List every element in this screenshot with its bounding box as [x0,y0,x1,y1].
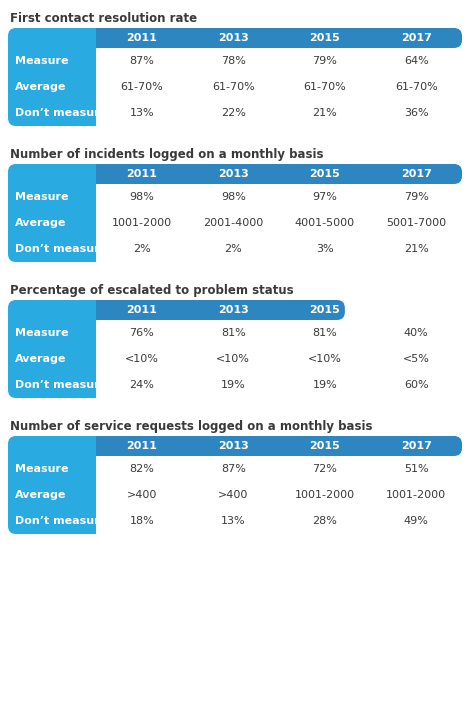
Bar [52,436,96,534]
Text: Average: Average [15,82,66,92]
Text: 2017: 2017 [401,441,431,451]
Text: 61-70%: 61-70% [212,82,255,92]
Text: Number of incidents logged on a monthly basis: Number of incidents logged on a monthly … [10,148,323,161]
Text: Don’t measure: Don’t measure [15,244,107,254]
FancyBboxPatch shape [96,28,462,48]
Text: 2015: 2015 [309,169,340,179]
FancyBboxPatch shape [8,300,96,398]
Text: 3%: 3% [316,244,334,254]
Text: 13%: 13% [221,516,245,526]
FancyBboxPatch shape [8,28,96,126]
Text: 64%: 64% [404,56,429,66]
Bar [96,436,279,456]
Bar [96,164,279,184]
Text: 2013: 2013 [218,441,249,451]
Text: >400: >400 [218,490,249,500]
Text: >400: >400 [126,490,157,500]
Text: 79%: 79% [404,192,429,202]
Text: 2017: 2017 [401,305,431,315]
Text: 82%: 82% [129,464,154,474]
Text: Measure: Measure [15,328,69,338]
FancyBboxPatch shape [8,164,96,262]
Text: <10%: <10% [308,354,342,364]
Bar [52,164,96,262]
Text: 49%: 49% [404,516,429,526]
Text: 36%: 36% [404,108,429,118]
Text: 5001-7000: 5001-7000 [386,218,446,228]
Bar [96,300,220,320]
Text: 87%: 87% [129,56,154,66]
Text: 1001-2000: 1001-2000 [295,490,355,500]
Text: 2011: 2011 [126,169,157,179]
Text: 61-70%: 61-70% [395,82,438,92]
Text: 19%: 19% [313,380,337,390]
Text: 21%: 21% [404,244,429,254]
Text: <10%: <10% [125,354,159,364]
Text: First contact resolution rate: First contact resolution rate [10,12,197,25]
Text: 1001-2000: 1001-2000 [386,490,446,500]
Text: 18%: 18% [129,516,154,526]
FancyBboxPatch shape [96,300,345,320]
Text: 2017: 2017 [401,169,431,179]
Text: 2017: 2017 [401,33,431,43]
Text: 4001-5000: 4001-5000 [295,218,355,228]
Bar [96,28,279,48]
Text: Measure: Measure [15,464,69,474]
Text: 28%: 28% [312,516,337,526]
Text: Average: Average [15,354,66,364]
Bar [52,28,96,126]
Text: 81%: 81% [313,328,337,338]
Text: Don’t measure: Don’t measure [15,108,107,118]
Text: 2011: 2011 [126,441,157,451]
Text: <5%: <5% [403,354,430,364]
Text: 97%: 97% [312,192,337,202]
Text: 61-70%: 61-70% [303,82,346,92]
Text: Number of service requests logged on a monthly basis: Number of service requests logged on a m… [10,420,373,433]
Text: Don’t measure: Don’t measure [15,516,107,526]
Text: 98%: 98% [129,192,154,202]
Text: 81%: 81% [221,328,246,338]
Text: <10%: <10% [216,354,250,364]
Text: 2%: 2% [133,244,150,254]
Text: 2%: 2% [224,244,242,254]
Text: 79%: 79% [312,56,337,66]
Text: 21%: 21% [313,108,337,118]
Text: 24%: 24% [129,380,154,390]
Text: 61-70%: 61-70% [120,82,163,92]
Text: 40%: 40% [404,328,429,338]
Text: 13%: 13% [129,108,154,118]
Text: 2011: 2011 [126,33,157,43]
Text: 1001-2000: 1001-2000 [112,218,172,228]
Text: 2013: 2013 [218,33,249,43]
Text: Measure: Measure [15,192,69,202]
Text: Average: Average [15,218,66,228]
FancyBboxPatch shape [96,436,462,456]
Text: 51%: 51% [404,464,429,474]
Text: 2001-4000: 2001-4000 [203,218,263,228]
Text: 2015: 2015 [309,33,340,43]
Text: 87%: 87% [221,464,246,474]
Text: 2013: 2013 [218,169,249,179]
Text: 19%: 19% [221,380,246,390]
Text: 2011: 2011 [126,305,157,315]
Text: 22%: 22% [221,108,246,118]
Text: 60%: 60% [404,380,429,390]
FancyBboxPatch shape [8,436,96,534]
Text: 2013: 2013 [218,305,249,315]
Bar [52,300,96,398]
Text: 2015: 2015 [309,305,340,315]
Text: 72%: 72% [312,464,337,474]
Text: 78%: 78% [221,56,246,66]
Text: Average: Average [15,490,66,500]
Text: 76%: 76% [129,328,154,338]
Text: 2015: 2015 [309,441,340,451]
Text: 98%: 98% [221,192,246,202]
Text: Don’t measure: Don’t measure [15,380,107,390]
FancyBboxPatch shape [96,164,462,184]
Text: Measure: Measure [15,56,69,66]
Text: Percentage of escalated to problem status: Percentage of escalated to problem statu… [10,284,294,297]
